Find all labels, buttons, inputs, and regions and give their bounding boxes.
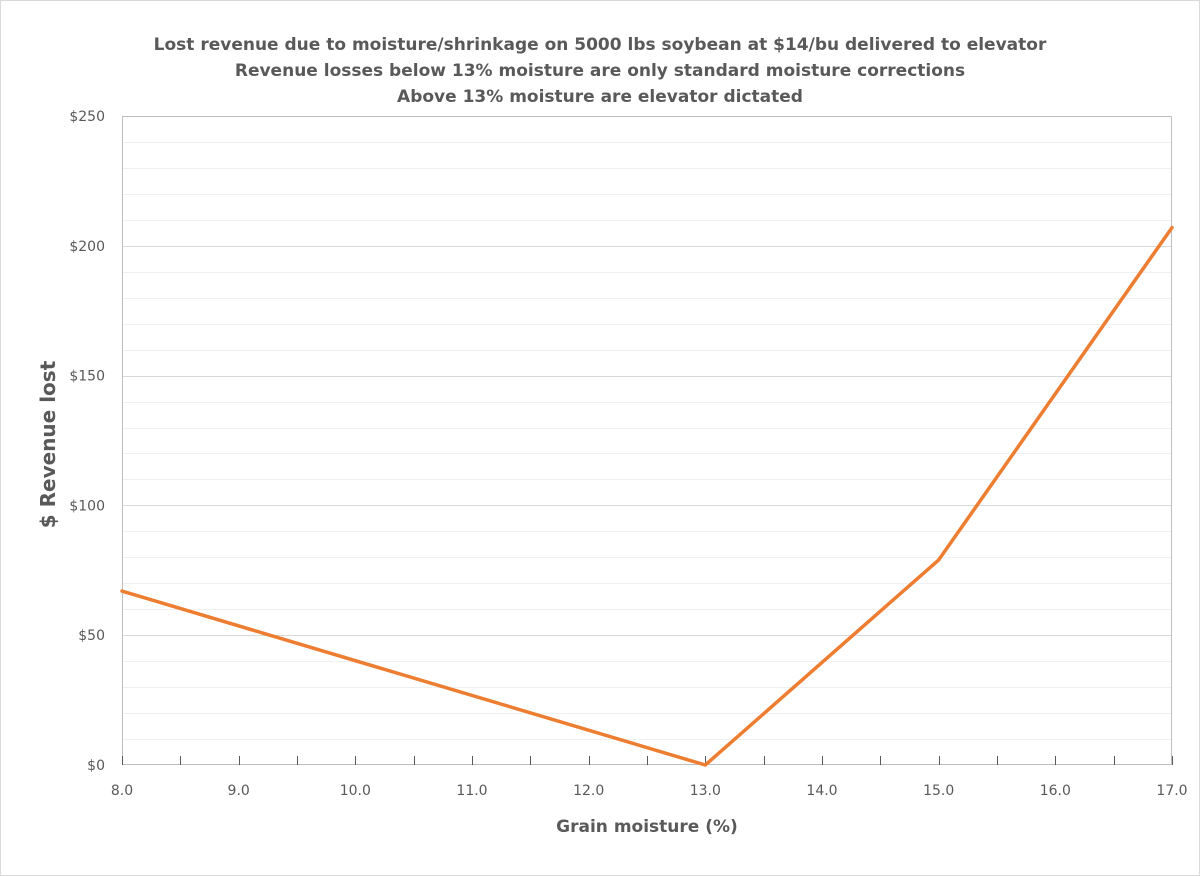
y-axis-tick-labels: $0 $50 $100 $150 $200 $250 [69,109,105,774]
plot-area-border [122,116,1172,765]
series-line [120,225,1174,767]
chart-title-line-2: Revenue losses below 13% moisture are on… [234,61,966,81]
y-tick-label: $200 [69,239,105,255]
x-tick-label: 14.0 [806,783,837,799]
y-tick-label: $250 [69,109,105,125]
x-axis-ticks [122,756,1173,765]
chart-title: Lost revenue due to moisture/shrinkage o… [0,32,1200,110]
x-tick-label: 13.0 [690,783,721,799]
y-tick-label: $0 [87,758,105,774]
chart-title-line-1: Lost revenue due to moisture/shrinkage o… [153,35,1047,55]
series-group [120,225,1174,767]
x-tick-label: 10.0 [340,783,371,799]
x-tick-label: 17.0 [1156,783,1187,799]
y-tick-label: $150 [69,369,105,385]
x-axis-tick-labels: 8.0 9.0 10.0 11.0 12.0 13.0 14.0 15.0 16.0 17.0 [111,783,1188,799]
y-tick-label: $50 [78,628,105,644]
x-axis-title: Grain moisture (%) [556,817,738,837]
x-tick-label: 12.0 [573,783,604,799]
x-tick-label: 15.0 [923,783,954,799]
x-tick-label: 16.0 [1040,783,1071,799]
x-tick-label: 8.0 [111,783,133,799]
x-tick-label: 9.0 [228,783,250,799]
chart-title-line-3: Above 13% moisture are elevator dictated [397,87,803,107]
y-axis-title: $ Revenue lost [36,360,60,528]
gridlines [122,142,1172,740]
x-tick-label: 11.0 [456,783,487,799]
y-tick-label: $100 [69,498,105,514]
